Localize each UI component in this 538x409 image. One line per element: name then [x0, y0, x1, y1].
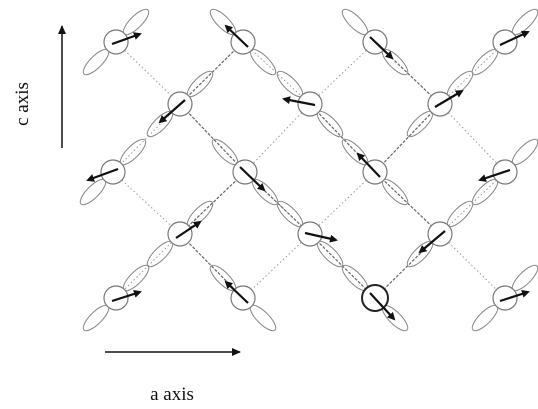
body: c axis a axis (() => { const data = JSON… — [0, 0, 538, 409]
diagram: c axis a axis — [0, 0, 538, 409]
page: {"labels": {"c_axis": "c axis", "a_axis"… — [0, 0, 538, 409]
spins — [88, 26, 528, 319]
a-axis-label: a axis — [150, 384, 194, 405]
ions — [101, 30, 517, 311]
dotted-bonds — [113, 42, 505, 298]
orbitals — [77, 6, 538, 335]
c-axis-label: c axis — [12, 82, 33, 126]
wavy-bonds — [180, 42, 440, 298]
